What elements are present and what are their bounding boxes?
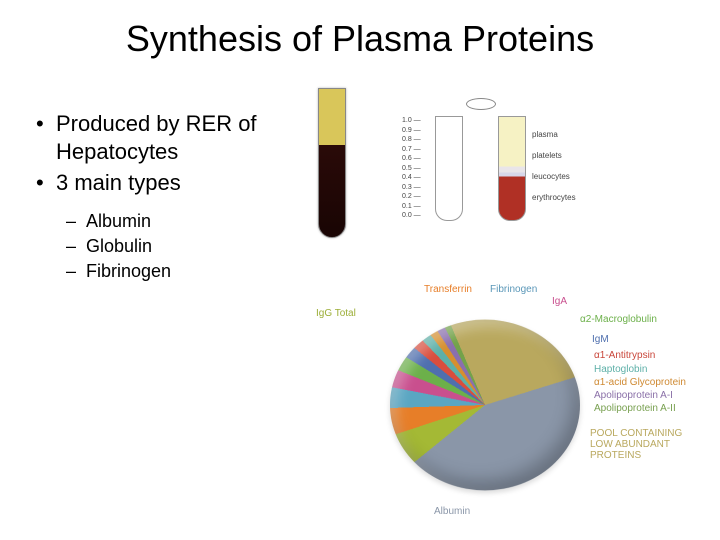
pie-label-5: IgM [592,334,609,345]
pie-label-8: α1-acid Glycoprotein [594,377,686,388]
pie-label-10: Apolipoprotein A-II [594,403,676,414]
centrifuge-labels: plasma platelets leucocytes erythrocytes [532,130,576,214]
pie-chart: IgG Total Transferrin Fibrinogen IgA α2-Macr… [304,278,704,528]
centrifuge-tube-right [498,116,526,221]
page-title: Synthesis of Plasma Proteins [0,0,720,60]
centrifuge-scale: 1.0 —0.9 —0.8 —0.7 —0.6 —0.5 —0.4 —0.3 —… [402,116,421,221]
label-platelets: platelets [532,151,576,160]
pie-label-1: Transferrin [424,284,472,295]
bullet-sub-2: Globulin [36,234,346,259]
centrifuge-tube-left [435,116,463,221]
test-tube-image [310,88,354,248]
bullet-main-1: Produced by RER of Hepatocytes [36,110,346,165]
pie-disc [390,320,580,491]
pie-label-4: α2-Macroglobulin [580,314,657,325]
pie-label-6: α1-Antitrypsin [594,350,655,361]
pie-label-3: IgA [552,296,567,307]
pie-label-7: Haptoglobin [594,364,647,375]
bullet-sub-3: Fibrinogen [36,259,346,284]
centrifuge-icon [466,98,496,110]
pie-label-0: IgG Total [316,308,356,319]
bullet-main-2: 3 main types [36,169,346,197]
bullet-list: Produced by RER of Hepatocytes 3 main ty… [36,110,346,284]
label-albumin: Albumin [434,506,470,517]
pie-label-2: Fibrinogen [490,284,537,295]
centrifuge-diagram: 1.0 —0.9 —0.8 —0.7 —0.6 —0.5 —0.4 —0.3 —… [380,92,610,242]
bullet-sub-1: Albumin [36,209,346,234]
label-leucocytes: leucocytes [532,172,576,181]
label-erythrocytes: erythrocytes [532,193,576,202]
label-pool: POOL CONTAINING LOW ABUNDANT PROTEINS [590,428,700,461]
pie-label-9: Apolipoprotein A-I [594,390,673,401]
label-plasma: plasma [532,130,576,139]
